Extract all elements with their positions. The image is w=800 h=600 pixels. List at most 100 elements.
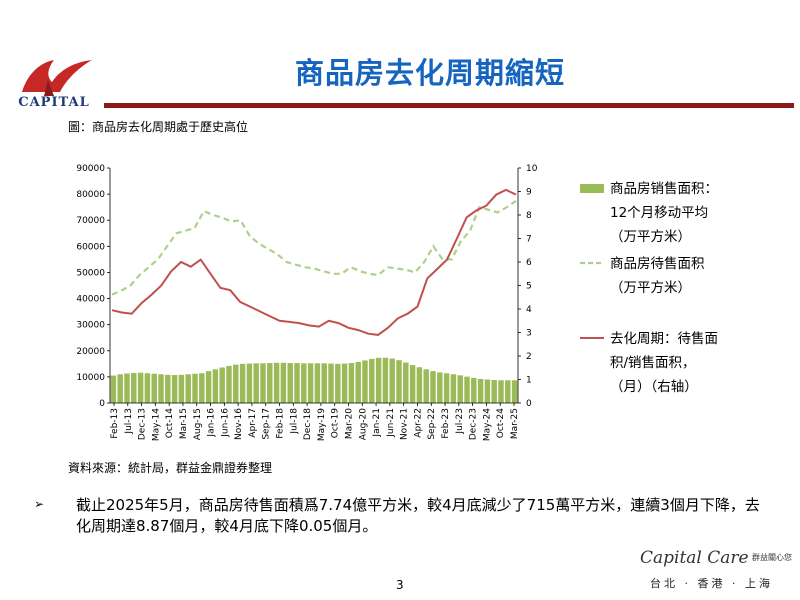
y-left-tick-label: 90000: [76, 164, 105, 174]
y-left-tick-label: 50000: [76, 268, 105, 278]
brand-logo: Capital Care: [640, 548, 749, 568]
sales-area-bar: [477, 378, 484, 403]
y-right-tick-label: 10: [526, 164, 538, 174]
sales-area-bar: [341, 363, 348, 403]
sales-area-bar: [403, 362, 409, 403]
sales-area-bar: [321, 363, 327, 403]
legend-swatch-sales: [580, 184, 604, 193]
x-tick-label: Aug-20: [358, 408, 368, 441]
sales-area-bar: [362, 360, 368, 403]
sales-area-bar: [151, 373, 157, 403]
sales-area-bar: [287, 363, 293, 403]
x-tick-label: Jan-21: [372, 408, 382, 438]
sales-area-bar: [416, 367, 423, 403]
sales-area-bar: [233, 364, 239, 403]
y-right-tick-label: 8: [526, 211, 532, 221]
title-divider: [104, 103, 794, 108]
sales-area-bar: [260, 363, 266, 403]
sales-area-bar: [355, 362, 361, 403]
plot-area: 0 10000 20000 30000 40000 50000 60000 70000 8000…: [76, 164, 537, 441]
y-left-tick-label: 60000: [76, 242, 105, 252]
x-tick-label: Dec-23: [469, 408, 479, 440]
legend-label: （月）（右轴）: [610, 379, 698, 395]
y-left-tick-label: 30000: [76, 321, 105, 331]
sales-area-bar: [389, 358, 395, 403]
sales-area-bar: [185, 374, 191, 403]
legend-label: （万平方米）: [610, 229, 691, 245]
legend-label: 去化周期：待售面: [610, 331, 718, 347]
summary-text: 截止2025年5月，商品房待售面積爲7.74億平方米，較4月底減少了715萬平方…: [76, 496, 760, 535]
x-tick-label: Apr-17: [248, 408, 258, 438]
y-right-tick-label: 6: [526, 258, 532, 268]
sales-area-bar: [144, 373, 151, 403]
sales-area-bar: [219, 367, 225, 403]
y-left-tick-label: 20000: [76, 347, 105, 357]
sales-area-bar: [382, 357, 389, 403]
x-tick-label: May-14: [151, 408, 161, 441]
sales-area-bar: [348, 363, 355, 403]
x-tick-label: Jul-23: [455, 408, 465, 435]
x-tick-label: Jun-21: [386, 408, 396, 438]
sales-area-bar: [375, 357, 382, 403]
x-tick-label: Oct-24: [496, 408, 506, 439]
sales-area-bar: [511, 380, 518, 403]
sales-area-bar: [464, 376, 470, 403]
x-tick-label: Oct-14: [165, 408, 175, 439]
sales-area-bar: [205, 371, 212, 403]
y-left-tick-label: 80000: [76, 190, 105, 200]
x-tick-label: Apr-22: [413, 408, 423, 438]
y-left-tick-label: 70000: [76, 216, 105, 226]
sales-area-bar: [124, 373, 130, 403]
chart-legend: 商品房销售面积： 12个月移动平均 （万平方米） 商品房待售面积 （万平方米） 去化周期：…: [580, 181, 718, 395]
x-tick-label: Sep-17: [262, 408, 272, 440]
sales-area-bar: [314, 363, 321, 403]
figure-caption: 圖：商品房去化周期處于歷史高位: [68, 120, 249, 134]
x-tick-label: Mar-15: [179, 408, 189, 439]
legend-label: 积/销售面积，: [610, 355, 696, 371]
y-left-tick-label: 40000: [76, 295, 105, 305]
x-tick-label: Feb-13: [110, 408, 120, 439]
sales-area-bar: [491, 380, 497, 403]
sales-area-bar: [328, 363, 334, 403]
sales-area-bar: [335, 363, 341, 403]
sales-area-bar: [131, 372, 137, 403]
page-number: 3: [396, 578, 404, 592]
capital-logo: [22, 60, 92, 96]
sales-area-bar: [396, 360, 402, 403]
page-title: 商品房去化周期縮短: [294, 56, 565, 90]
sales-area-bar: [430, 371, 436, 403]
x-tick-label: Mar-20: [344, 408, 354, 439]
sales-area-bar: [437, 372, 443, 403]
sales-area-bar: [471, 377, 477, 403]
sales-area-bar: [253, 363, 259, 403]
sales-area-bar: [199, 373, 205, 403]
brand-slogan: 群益關心您: [752, 553, 792, 562]
sales-area-bar: [246, 363, 253, 403]
x-tick-label: Mar-25: [510, 408, 520, 439]
x-tick-label: May-19: [317, 408, 327, 441]
logo-wordmark: CAPITAL: [18, 95, 90, 110]
legend-label: 12个月移动平均: [610, 205, 708, 221]
x-tick-label: Nov-21: [400, 408, 410, 440]
sales-area-bar: [301, 363, 307, 403]
x-tick-label: Aug-15: [193, 408, 203, 440]
sales-area-bar: [369, 358, 375, 403]
y-right-tick-label: 3: [526, 329, 532, 339]
sales-area-bar: [505, 380, 511, 403]
sales-area-bar: [226, 365, 232, 403]
x-tick-label: Dec-18: [303, 408, 313, 440]
y-right-tick-label: 0: [526, 399, 532, 409]
x-tick-label: Nov-16: [234, 408, 244, 440]
y-right-tick-label: 4: [526, 305, 532, 315]
office-cities: 台北 · 香港 · 上海: [650, 577, 773, 590]
legend-label: 商品房销售面积：: [610, 181, 718, 197]
sales-area-bar: [117, 374, 123, 403]
source-note: 資料來源：統計局，群益金鼎證券整理: [68, 461, 273, 475]
sales-area-bar: [137, 372, 144, 403]
sales-area-bar: [192, 373, 198, 403]
x-tick-label: Jun-16: [220, 408, 230, 438]
sales-area-bar: [484, 379, 491, 403]
sales-area-bar: [294, 363, 300, 403]
x-tick-label: Sep-22: [427, 408, 437, 440]
